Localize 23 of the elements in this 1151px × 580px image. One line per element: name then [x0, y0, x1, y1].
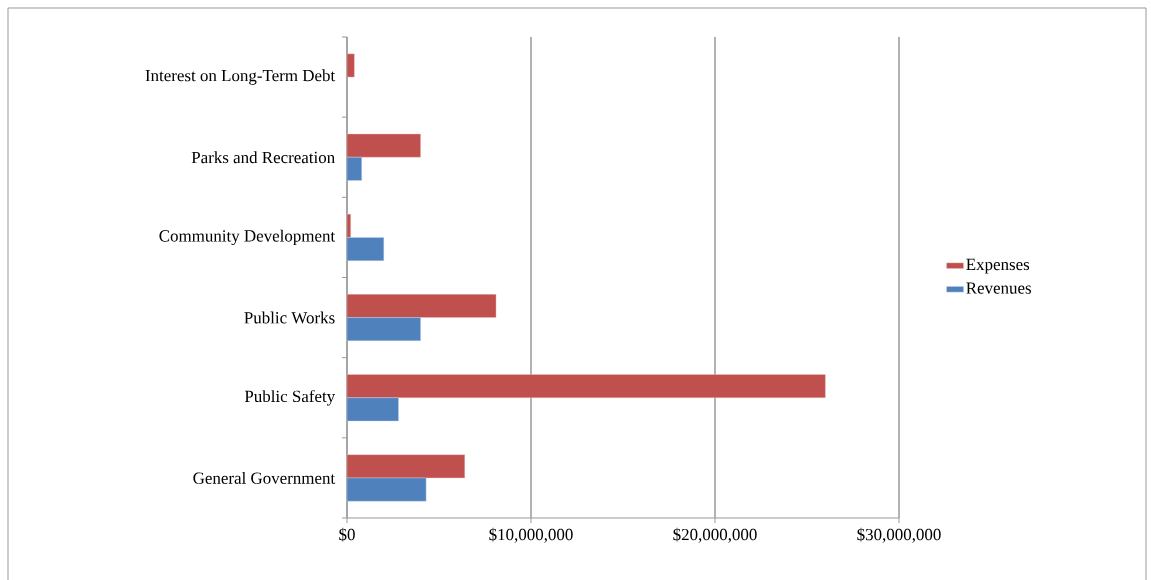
y-tick-label: General Government: [193, 471, 336, 484]
y-tick-label: Parks and Recreation: [191, 151, 335, 164]
bar: [346, 133, 421, 158]
bar: [346, 157, 362, 181]
bar: [346, 53, 355, 78]
bar: [346, 317, 421, 342]
bar: [346, 294, 497, 318]
y-tick-label: Community Development: [159, 229, 336, 246]
bar: [346, 477, 427, 502]
legend-label: Revenues: [966, 282, 1031, 294]
legend-label: Expenses: [966, 258, 1030, 274]
x-tick-label: $30,000,000: [857, 527, 941, 543]
y-tick-label: Public Safety: [244, 389, 336, 406]
y-tick-label: Interest on Long-Term Debt: [145, 69, 336, 85]
x-tick-label: $20,000,000: [673, 527, 757, 543]
bar: [346, 454, 465, 479]
bar: [346, 237, 385, 261]
x-tick-label: $0: [339, 527, 355, 542]
bar: [346, 374, 826, 398]
y-tick-label: Public Works: [244, 311, 335, 324]
bar: [346, 397, 399, 422]
bar: [346, 213, 351, 238]
x-tick-label: $10,000,000: [489, 527, 573, 543]
